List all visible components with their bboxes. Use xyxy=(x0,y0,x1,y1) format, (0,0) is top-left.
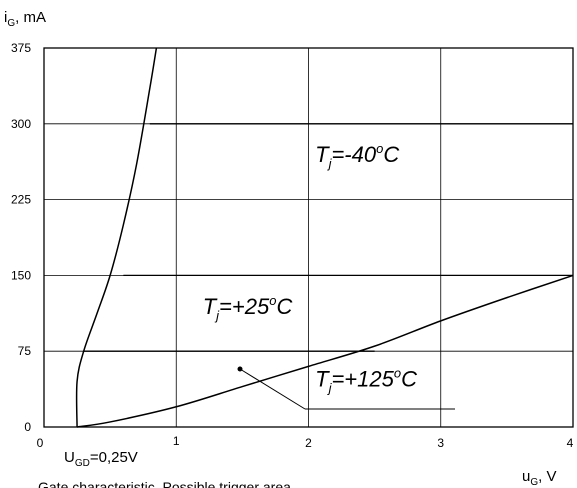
y-tick-label: 375 xyxy=(11,41,31,55)
leader-dot xyxy=(237,366,243,372)
y-tick-label: 150 xyxy=(11,268,31,282)
x-tick-label: 4 xyxy=(567,436,574,450)
region-label-minus40: Tj=-40oC xyxy=(315,141,399,171)
region-label-plus25: Tj=+25oC xyxy=(203,293,293,323)
y-tick-labels: 0 75 150 225 300 375 xyxy=(11,41,31,434)
region-label-plus125: Tj=+125oC xyxy=(315,366,417,396)
x-tick-labels: 0 1 2 3 4 xyxy=(37,434,574,450)
x-tick-label: 2 xyxy=(305,436,312,450)
x-tick-label: 0 xyxy=(37,436,44,450)
y-tick-label: 0 xyxy=(24,420,31,434)
y-tick-label: 300 xyxy=(11,117,31,131)
x-tick-label: 1 xyxy=(173,434,180,448)
leader-line xyxy=(239,368,306,410)
y-tick-label: 225 xyxy=(11,193,31,207)
temperature-boundary-lines xyxy=(83,123,573,352)
ugd-annotation: UGD=0,25V xyxy=(64,449,138,469)
plus125-leader xyxy=(237,366,455,410)
x-tick-label: 3 xyxy=(437,436,444,450)
boundary-curve xyxy=(76,274,574,428)
plot-frame xyxy=(43,47,574,428)
boundary-curve xyxy=(75,47,158,428)
boundary-curves xyxy=(75,47,574,428)
chart-caption: Gate characteristic. Possible trigger ar… xyxy=(38,479,291,488)
x-axis-label: uG, V xyxy=(522,468,556,488)
y-axis-label: iG, mA xyxy=(4,9,46,29)
grid xyxy=(44,48,573,427)
y-tick-label: 75 xyxy=(18,344,32,358)
